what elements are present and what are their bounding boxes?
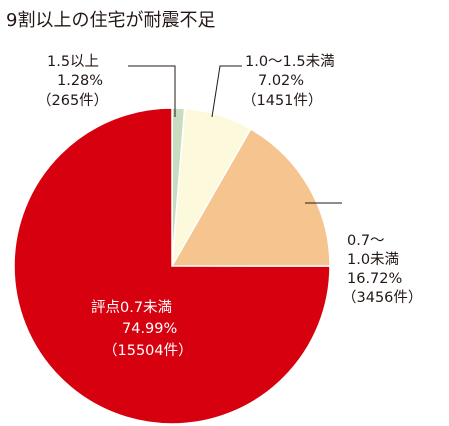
slice-label-1: 1.5以上 1.28% （265件）	[37, 53, 108, 109]
slice-1-name: 1.5以上	[47, 53, 99, 70]
slice-label-3: 0.7〜 1.0未満 16.72% （3456件）	[342, 233, 422, 306]
slice-1-percent: 1.28%	[57, 73, 103, 89]
slice-4-count: （15504件）	[103, 342, 193, 359]
slice-label-4: 評点0.7未満 74.99% （15504件）	[91, 299, 193, 359]
pie-slice-3	[170, 127, 331, 267]
slice-2-count: （1451件）	[242, 92, 322, 109]
slice-3-count: （3456件）	[342, 289, 422, 306]
slice-3-percent: 16.72%	[347, 271, 402, 287]
slice-3-name-line2: 1.0未満	[347, 251, 399, 268]
slice-label-2: 1.0〜1.5未満 7.02% （1451件）	[242, 53, 335, 109]
chart-title: 9割以上の住宅が耐震不足	[6, 10, 215, 31]
leader-line-slice-1	[128, 65, 176, 117]
slice-3-name: 0.7〜	[347, 233, 385, 249]
pie-slices	[13, 107, 331, 425]
slice-4-percent: 74.99%	[122, 321, 177, 337]
slice-2-percent: 7.02%	[258, 73, 304, 89]
slice-2-name: 1.0〜1.5未満	[245, 53, 335, 70]
leader-line-slice-2	[211, 65, 242, 118]
slice-4-name: 評点0.7未満	[91, 299, 172, 316]
pie-slice-4	[13, 107, 331, 425]
slice-1-count: （265件）	[37, 92, 108, 109]
